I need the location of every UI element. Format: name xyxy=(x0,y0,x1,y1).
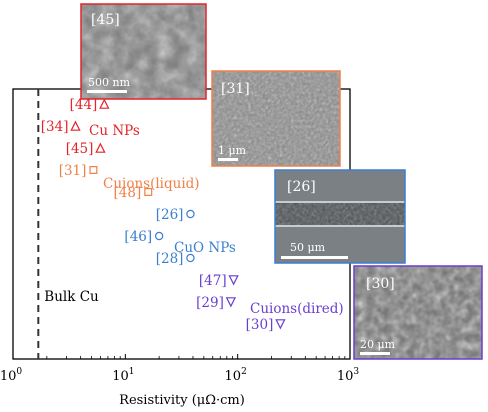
group-name-cuions-dired: Cuions(dired) xyxy=(250,301,344,317)
data-point-label: [48] xyxy=(114,185,142,201)
inset-45-label: [45] xyxy=(91,12,120,28)
data-point-label: [34] xyxy=(41,119,69,135)
data-point-marker xyxy=(186,253,195,263)
data-point-label: [28] xyxy=(156,251,184,267)
group-name-cuo-nps: CuO NPs xyxy=(174,240,236,256)
data-point-label: [46] xyxy=(124,229,152,245)
data-points: [44][34] [45] [31] [48] [26][46][28] [47] [29]… xyxy=(41,97,286,333)
inset-30-scale-text: 20 μm xyxy=(360,338,396,351)
data-point-label: [47] xyxy=(199,273,227,289)
inset-45: [45] 500 nm xyxy=(80,3,207,100)
data-point-marker xyxy=(154,231,164,241)
inset-30-scale-bar xyxy=(360,352,390,355)
x-tick-label-3: 103 xyxy=(337,367,360,384)
data-point-label: [26] xyxy=(156,207,184,223)
inset-26-label: [26] xyxy=(287,179,316,195)
inset-31-scale-text: 1 μm xyxy=(218,144,247,157)
inset-26-scale-bar xyxy=(281,256,348,259)
inset-31-scale-bar xyxy=(218,158,238,161)
data-point-marker xyxy=(228,275,239,286)
data-point-label: [31] xyxy=(59,163,87,179)
inset-26: [26] 50 μm xyxy=(274,169,406,264)
x-tick-label-0: 100 xyxy=(0,367,22,384)
data-point-marker xyxy=(95,142,106,153)
x-axis-ticks: 100 101 102 103 xyxy=(0,354,359,384)
data-point-label: [30] xyxy=(246,317,274,333)
inset-45-scale-text: 500 nm xyxy=(88,76,131,89)
data-point-marker xyxy=(89,166,98,175)
x-tick-label-2: 102 xyxy=(225,367,247,384)
x-axis-label: Resistivity (μΩ·cm) xyxy=(119,393,245,408)
data-point-label: [45] xyxy=(66,141,94,157)
inset-26-scale-text: 50 μm xyxy=(290,241,326,254)
data-point-marker xyxy=(70,120,81,131)
x-tick-label-1: 101 xyxy=(112,367,134,384)
inset-30-label: [30] xyxy=(366,276,395,292)
data-point-marker xyxy=(144,188,153,197)
data-point-marker xyxy=(275,319,286,330)
data-point-label: [29] xyxy=(196,295,224,311)
data-point-marker xyxy=(99,98,110,109)
inset-31: [31] 1 μm xyxy=(211,70,341,167)
data-point-marker xyxy=(225,297,237,308)
inset-45-scale-bar xyxy=(87,90,127,93)
inset-30: [30] 20 μm xyxy=(353,265,483,360)
data-point-marker xyxy=(186,209,195,219)
group-name-cu-nps: Cu NPs xyxy=(89,123,140,139)
bulk-cu-label: Bulk Cu xyxy=(44,289,99,305)
group-name-cuions-liquid: Cuions(liquid) xyxy=(103,176,200,192)
inset-31-label: [31] xyxy=(221,81,250,97)
data-point-label: [44] xyxy=(70,97,98,113)
